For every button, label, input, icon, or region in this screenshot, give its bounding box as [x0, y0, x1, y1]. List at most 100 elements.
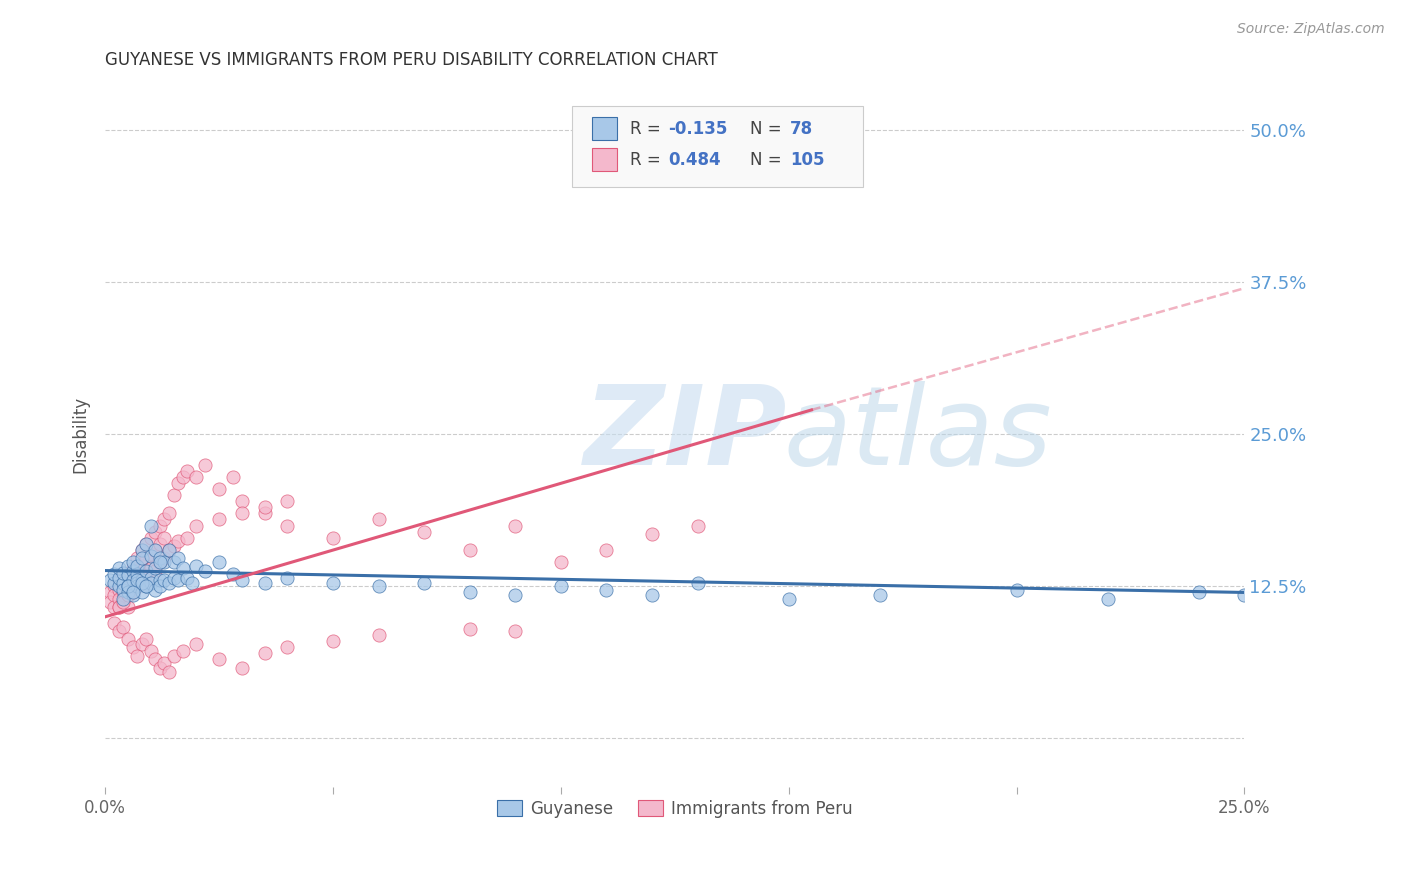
Point	[153, 512, 176, 526]
Point	[131, 558, 153, 573]
FancyBboxPatch shape	[592, 118, 617, 140]
Text: N =: N =	[749, 151, 787, 169]
Point	[149, 518, 172, 533]
Point	[98, 574, 121, 588]
Point	[103, 575, 125, 590]
Point	[143, 542, 166, 557]
Point	[149, 555, 172, 569]
Point	[778, 591, 800, 606]
Point	[98, 585, 121, 599]
Point	[135, 564, 157, 578]
Point	[121, 555, 143, 569]
Point	[167, 534, 190, 549]
Point	[162, 648, 184, 663]
Point	[121, 585, 143, 599]
Point	[127, 551, 149, 566]
Point	[176, 464, 198, 478]
Text: N =: N =	[749, 120, 787, 137]
Point	[686, 518, 709, 533]
Point	[112, 585, 135, 599]
Point	[135, 567, 157, 582]
Point	[322, 634, 344, 648]
Point	[367, 512, 389, 526]
Point	[231, 507, 253, 521]
Point	[112, 619, 135, 633]
Point	[98, 595, 121, 609]
Point	[176, 571, 198, 585]
Point	[194, 564, 217, 578]
Point	[167, 551, 190, 566]
Point	[139, 549, 162, 563]
Point	[117, 579, 139, 593]
Point	[121, 579, 143, 593]
Point	[131, 574, 153, 588]
Point	[103, 588, 125, 602]
Point	[505, 518, 527, 533]
Point	[322, 531, 344, 545]
Point	[139, 571, 162, 585]
Text: 105: 105	[790, 151, 824, 169]
Point	[139, 561, 162, 575]
Point	[157, 542, 180, 557]
Point	[458, 542, 481, 557]
Point	[143, 652, 166, 666]
Point	[157, 507, 180, 521]
Point	[121, 561, 143, 575]
Point	[108, 561, 131, 575]
Point	[135, 537, 157, 551]
Point	[641, 588, 664, 602]
Point	[458, 622, 481, 636]
Point	[143, 542, 166, 557]
Point	[253, 646, 276, 660]
Point	[222, 470, 245, 484]
Text: -0.135: -0.135	[668, 120, 727, 137]
Point	[149, 537, 172, 551]
Point	[121, 640, 143, 655]
Point	[103, 600, 125, 615]
Point	[153, 656, 176, 670]
Point	[413, 524, 436, 539]
Point	[194, 458, 217, 472]
Point	[112, 595, 135, 609]
Point	[108, 582, 131, 597]
Point	[167, 475, 190, 490]
Text: R =: R =	[630, 120, 666, 137]
Point	[1097, 591, 1119, 606]
Point	[108, 624, 131, 639]
Text: GUYANESE VS IMMIGRANTS FROM PERU DISABILITY CORRELATION CHART: GUYANESE VS IMMIGRANTS FROM PERU DISABIL…	[105, 51, 718, 69]
Point	[117, 632, 139, 646]
Point	[208, 512, 231, 526]
Point	[135, 632, 157, 646]
Point	[117, 579, 139, 593]
Point	[121, 588, 143, 602]
Point	[157, 665, 180, 679]
Point	[222, 567, 245, 582]
Point	[162, 488, 184, 502]
Text: 0.484: 0.484	[668, 151, 721, 169]
Point	[276, 640, 298, 655]
Point	[208, 482, 231, 496]
Point	[595, 542, 617, 557]
Point	[108, 591, 131, 606]
Text: Source: ZipAtlas.com: Source: ZipAtlas.com	[1237, 22, 1385, 37]
Point	[231, 661, 253, 675]
Point	[127, 575, 149, 590]
Point	[121, 564, 143, 578]
Text: atlas: atlas	[783, 381, 1052, 488]
Point	[149, 661, 172, 675]
Point	[1188, 585, 1211, 599]
Point	[127, 558, 149, 573]
Point	[139, 547, 162, 561]
Point	[149, 551, 172, 566]
Point	[686, 575, 709, 590]
Point	[112, 582, 135, 597]
FancyBboxPatch shape	[572, 106, 863, 187]
Point	[172, 561, 194, 575]
Point	[135, 579, 157, 593]
Point	[127, 579, 149, 593]
Point	[139, 575, 162, 590]
Legend: Guyanese, Immigrants from Peru: Guyanese, Immigrants from Peru	[489, 793, 859, 825]
Point	[135, 537, 157, 551]
Point	[153, 551, 176, 566]
Point	[253, 500, 276, 515]
